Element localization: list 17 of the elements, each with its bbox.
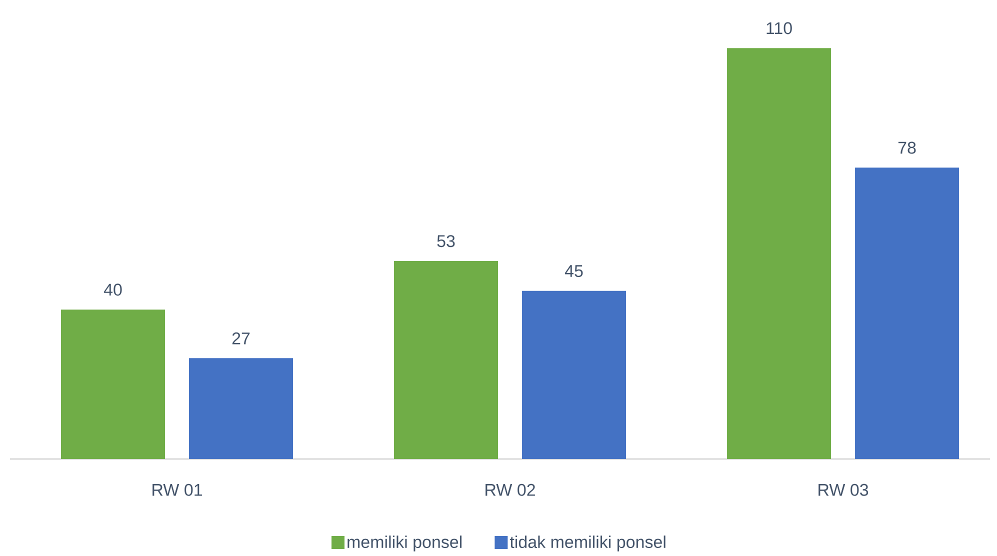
x-tick-label: RW 03 — [818, 484, 868, 496]
x-tick-label: RW 02 — [486, 484, 535, 496]
bar — [855, 168, 960, 459]
bar — [61, 310, 166, 459]
data-label: 53 — [437, 235, 455, 248]
data-label: 27 — [232, 332, 250, 344]
data-label: 78 — [898, 142, 916, 154]
legend-label: tidak memiliki ponsel — [510, 536, 666, 552]
bar — [394, 261, 498, 459]
data-label: 110 — [766, 22, 792, 34]
data-label: 40 — [104, 284, 122, 296]
legend-label: memiliki ponsel — [348, 536, 462, 552]
x-tick-label: RW 01 — [152, 484, 202, 496]
bar — [189, 358, 294, 459]
bar — [727, 48, 832, 459]
data-label: 45 — [564, 265, 583, 278]
bar — [522, 290, 626, 459]
